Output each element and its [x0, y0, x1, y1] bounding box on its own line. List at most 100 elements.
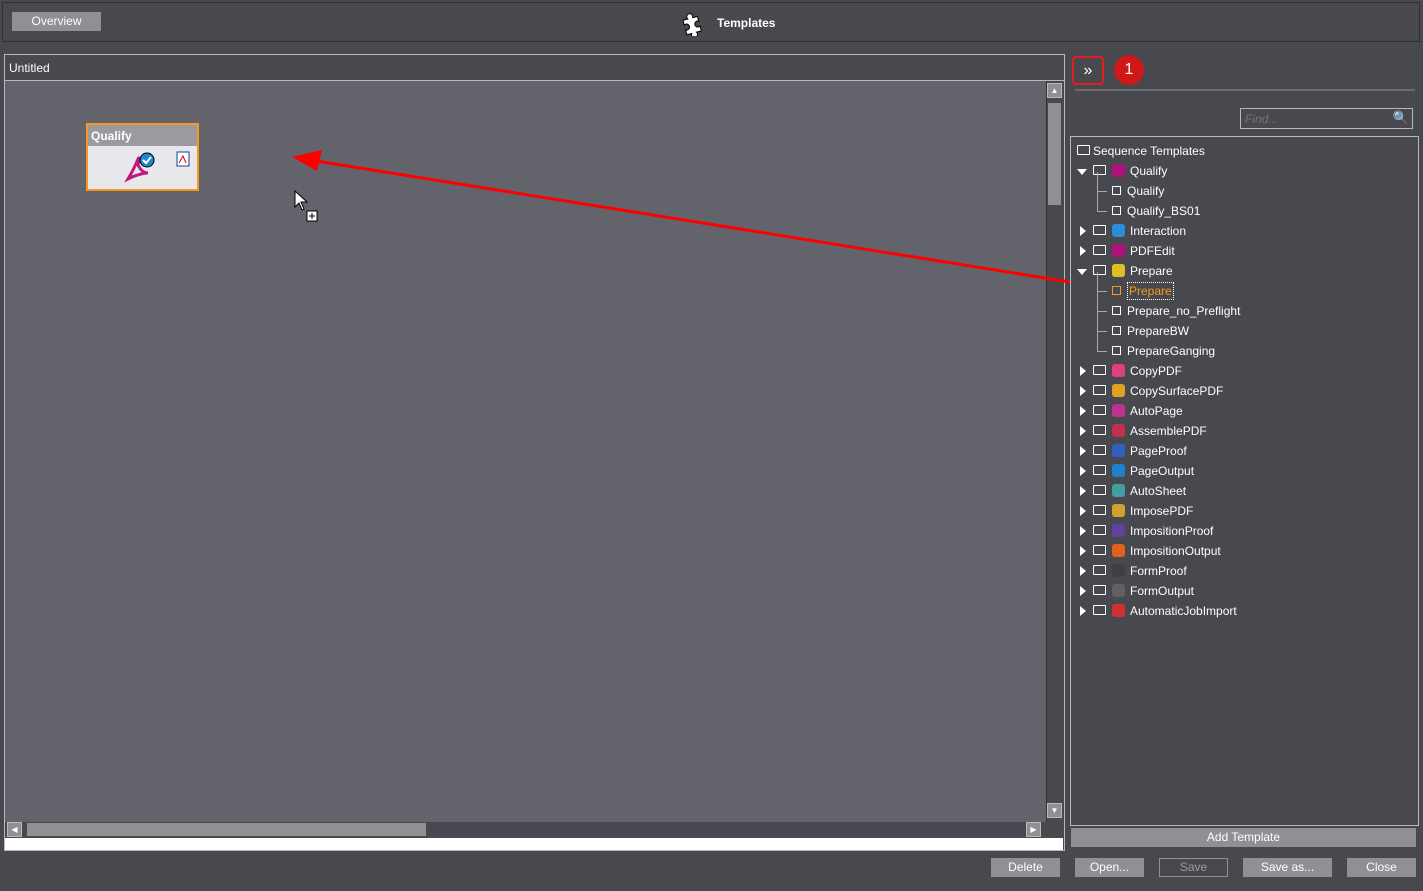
folder-icon — [1093, 525, 1106, 535]
tree-group-assemblepdf[interactable]: AssemblePDF — [1071, 422, 1411, 440]
folder-icon — [1093, 385, 1106, 395]
scroll-left-button[interactable]: ◀ — [7, 822, 22, 837]
expand-icon[interactable] — [1080, 246, 1086, 256]
expand-icon[interactable] — [1080, 386, 1086, 396]
expand-panel-button[interactable]: » — [1072, 56, 1104, 85]
tree-group-interaction[interactable]: Interaction — [1071, 222, 1411, 240]
delete-button[interactable]: Delete — [991, 858, 1060, 877]
copypdf-icon — [1112, 364, 1125, 377]
acrobat-check-icon — [124, 152, 155, 183]
tree-group-label: ImposePDF — [1130, 504, 1194, 518]
vertical-scrollbar[interactable]: ▲ ▼ — [1046, 81, 1063, 822]
folder-open-icon — [1077, 145, 1090, 155]
template-icon — [1112, 326, 1121, 335]
tree-group-automaticjobimport[interactable]: AutomaticJobImport — [1071, 602, 1411, 620]
folder-icon — [1093, 405, 1106, 415]
tree-group-label: AutoSheet — [1130, 484, 1187, 498]
folder-icon — [1093, 245, 1106, 255]
tree-group-pdfedit[interactable]: PDFEdit — [1071, 242, 1411, 260]
expand-icon[interactable] — [1080, 226, 1086, 236]
expand-icon[interactable] — [1080, 366, 1086, 376]
tree-group-qualify[interactable]: Qualify — [1071, 162, 1411, 180]
pageproof-icon — [1112, 444, 1125, 457]
tree-group-pageproof[interactable]: PageProof — [1071, 442, 1411, 460]
tree-group-label: ImpositionOutput — [1130, 544, 1221, 558]
overview-button[interactable]: Overview — [12, 12, 101, 31]
expand-icon[interactable] — [1080, 586, 1086, 596]
close-button[interactable]: Close — [1347, 858, 1416, 877]
tree-group-autosheet[interactable]: AutoSheet — [1071, 482, 1411, 500]
prepare-icon — [1112, 264, 1125, 277]
tree-item-label: Prepare_no_Preflight — [1127, 304, 1241, 318]
tree-root-label: Sequence Templates — [1093, 144, 1205, 158]
tree-group-autopage[interactable]: AutoPage — [1071, 402, 1411, 420]
tree-group-impositionproof[interactable]: ImpositionProof — [1071, 522, 1411, 540]
tree-group-label: Qualify — [1130, 164, 1168, 178]
formproof-icon — [1112, 564, 1125, 577]
tree-group-formoutput[interactable]: FormOutput — [1071, 582, 1411, 600]
formoutput-icon — [1112, 584, 1125, 597]
expand-icon[interactable] — [1080, 546, 1086, 556]
folder-icon — [1093, 225, 1106, 235]
folder-icon — [1093, 605, 1106, 615]
expand-icon[interactable] — [1080, 426, 1086, 436]
open-button[interactable]: Open... — [1075, 858, 1144, 877]
find-input[interactable] — [1241, 109, 1386, 129]
tree-group-copypdf[interactable]: CopyPDF — [1071, 362, 1411, 380]
tree-group-formproof[interactable]: FormProof — [1071, 562, 1411, 580]
tree-group-imposepdf[interactable]: ImposePDF — [1071, 502, 1411, 520]
expand-icon[interactable] — [1080, 446, 1086, 456]
tree-group-impositionoutput[interactable]: ImpositionOutput — [1071, 542, 1411, 560]
autopage-icon — [1112, 404, 1125, 417]
expand-icon[interactable] — [1080, 506, 1086, 516]
tree-group-label: PDFEdit — [1130, 244, 1175, 258]
folder-icon — [1093, 565, 1106, 575]
autosheet-icon — [1112, 484, 1125, 497]
folder-icon — [1093, 485, 1106, 495]
expand-icon[interactable] — [1080, 606, 1086, 616]
expand-icon[interactable] — [1080, 566, 1086, 576]
folder-icon — [1093, 465, 1106, 475]
vertical-scroll-thumb[interactable] — [1048, 103, 1061, 205]
save-button[interactable]: Save — [1159, 858, 1228, 877]
horizontal-scroll-thumb[interactable] — [27, 823, 426, 836]
expand-icon[interactable] — [1080, 406, 1086, 416]
expand-icon[interactable] — [1080, 466, 1086, 476]
document-icon — [176, 151, 190, 167]
template-icon — [1112, 346, 1121, 355]
tree-item-label: Qualify_BS01 — [1127, 204, 1201, 218]
scroll-right-button[interactable]: ▶ — [1026, 822, 1041, 837]
expand-icon[interactable] — [1080, 526, 1086, 536]
folder-icon — [1093, 425, 1106, 435]
tree-group-prepare[interactable]: Prepare — [1071, 262, 1411, 280]
tree-root[interactable]: Sequence Templates — [1075, 142, 1205, 160]
tree-group-copysurfacepdf[interactable]: CopySurfacePDF — [1071, 382, 1411, 400]
folder-icon — [1093, 505, 1106, 515]
template-icon — [1112, 206, 1121, 215]
scroll-up-button[interactable]: ▲ — [1047, 83, 1062, 98]
find-field[interactable]: 🔍 — [1240, 108, 1413, 129]
expand-icon[interactable] — [1080, 486, 1086, 496]
add-template-button[interactable]: Add Template — [1071, 828, 1416, 847]
title-bar: Overview Templates — [2, 2, 1420, 42]
automaticjobimport-icon — [1112, 604, 1125, 617]
qualify-node[interactable]: Qualify — [86, 123, 199, 191]
collapse-icon[interactable] — [1077, 169, 1087, 175]
tree-group-label: CopySurfacePDF — [1130, 384, 1224, 398]
save-as-button[interactable]: Save as... — [1243, 858, 1332, 877]
workflow-canvas[interactable] — [5, 81, 1046, 822]
collapse-icon[interactable] — [1077, 269, 1087, 275]
assemblepdf-icon — [1112, 424, 1125, 437]
tree-group-label: FormOutput — [1130, 584, 1195, 598]
drag-cursor-icon — [294, 190, 318, 222]
search-icon[interactable]: 🔍 — [1392, 110, 1409, 125]
folder-icon — [1093, 445, 1106, 455]
qualify-icon — [1112, 164, 1125, 177]
scroll-down-button[interactable]: ▼ — [1047, 803, 1062, 818]
tree-group-pageoutput[interactable]: PageOutput — [1071, 462, 1411, 480]
pageoutput-icon — [1112, 464, 1125, 477]
tree-item-label: Qualify — [1127, 184, 1165, 198]
divider — [1075, 89, 1415, 91]
horizontal-scrollbar[interactable]: ◀ ▶ — [5, 822, 1046, 838]
tree-group-label: ImpositionProof — [1130, 524, 1214, 538]
